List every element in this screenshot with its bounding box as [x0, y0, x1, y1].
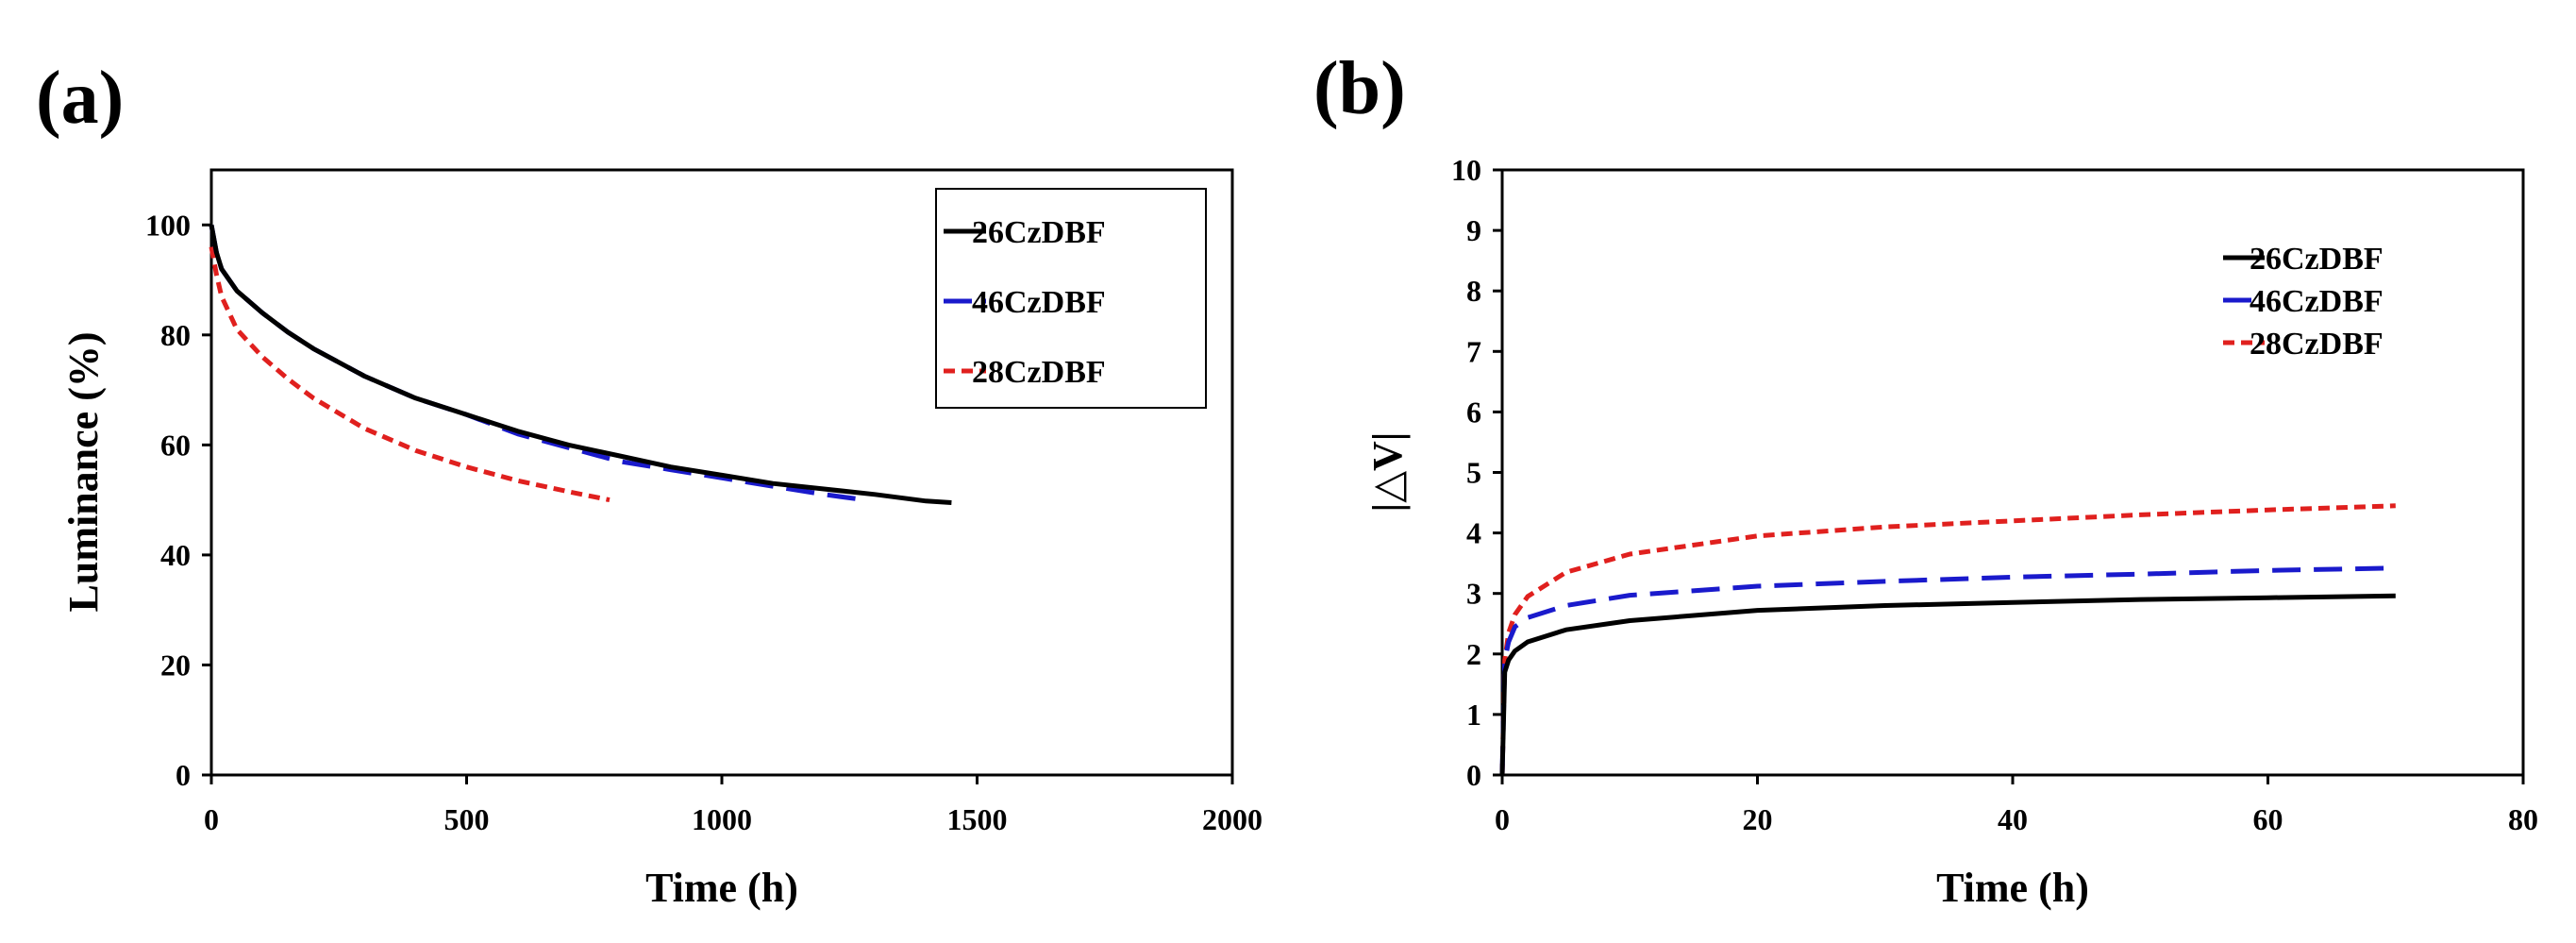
series-line-b-28CzDBF — [1499, 503, 2396, 776]
y-tick-label-b-5: 5 — [1466, 456, 1481, 490]
series-layer-a — [209, 224, 952, 505]
series-line-a-28CzDBF — [209, 246, 611, 503]
x-ticks-a: 0 500 1000 1500 2000 — [204, 775, 1263, 836]
y-tick-label-b-9: 9 — [1466, 213, 1481, 247]
y-axis-title-b: |△V| — [1364, 432, 1411, 513]
x-tick-label-b-4: 80 — [2508, 802, 2538, 836]
x-tick-label-b-1: 20 — [1743, 802, 1773, 836]
y-ticks-b: 0 1 2 3 4 5 6 7 8 9 10 — [1451, 153, 1502, 792]
x-tick-label-a-0: 0 — [204, 802, 219, 836]
legend-a: 26CzDBF 46CzDBF 28CzDBF — [935, 188, 1207, 409]
legend-label-b-2: 28CzDBF — [2250, 327, 2384, 362]
y-tick-label-b-0: 0 — [1466, 758, 1481, 792]
y-tick-label-b-3: 3 — [1466, 577, 1481, 611]
x-tick-label-b-0: 0 — [1495, 802, 1510, 836]
y-tick-label-b-1: 1 — [1466, 698, 1481, 732]
y-tick-label-b-4: 4 — [1466, 516, 1481, 550]
series-layer-b — [1499, 503, 2396, 776]
chart-b: (b) 0 1 2 3 4 5 6 7 8 9 10 0 20 40 60 80 Time (h) |△V|… — [1313, 47, 2538, 911]
legend-label-b-0: 26CzDBF — [2250, 242, 2384, 277]
x-tick-label-a-2: 1000 — [692, 802, 752, 836]
legend-label-a-0: 26CzDBF — [972, 215, 1106, 250]
y-ticks-a: 0 20 40 60 80 100 — [145, 208, 211, 792]
legend-label-a-1: 46CzDBF — [972, 285, 1106, 320]
series-line-b-26CzDBF — [1499, 593, 2396, 776]
y-tick-label-a-3: 60 — [160, 428, 191, 462]
legend-label-b-1: 46CzDBF — [2250, 284, 2384, 319]
x-tick-label-b-2: 40 — [1998, 802, 2028, 836]
series-line-a-26CzDBF — [209, 224, 952, 505]
series-line-b-46CzDBF — [1499, 565, 2396, 776]
legend-b: 26CzDBF 46CzDBF 28CzDBF — [2217, 231, 2493, 362]
y-tick-label-b-7: 7 — [1466, 334, 1481, 368]
y-tick-label-b-10: 10 — [1451, 153, 1481, 187]
y-tick-label-a-0: 0 — [176, 758, 191, 792]
x-tick-label-b-3: 60 — [2253, 802, 2283, 836]
x-tick-label-a-1: 500 — [444, 802, 490, 836]
x-tick-label-a-3: 1500 — [947, 802, 1008, 836]
x-axis-title-a: Time (h) — [645, 865, 798, 911]
series-line-a-46CzDBF — [209, 224, 865, 503]
panel-label-a: (a) — [36, 57, 124, 140]
panel-label-b: (b) — [1313, 47, 1406, 130]
y-tick-label-b-2: 2 — [1466, 637, 1481, 671]
x-axis-title-b: Time (h) — [1936, 865, 2089, 911]
x-tick-label-a-4: 2000 — [1202, 802, 1263, 836]
x-ticks-b: 0 20 40 60 80 — [1495, 775, 2538, 836]
y-tick-label-a-1: 20 — [160, 648, 191, 682]
legend-box-b — [2217, 231, 2493, 352]
y-axis-title-a: Luminance (%) — [60, 332, 107, 613]
y-tick-label-a-4: 80 — [160, 318, 191, 352]
y-tick-label-b-8: 8 — [1466, 274, 1481, 308]
y-tick-label-a-2: 40 — [160, 538, 191, 572]
legend-label-a-2: 28CzDBF — [972, 355, 1106, 390]
y-tick-label-a-5: 100 — [145, 208, 191, 242]
y-tick-label-b-6: 6 — [1466, 395, 1481, 429]
chart-a: (a) 0 20 40 60 80 100 0 500 1000 1500 2000 Time (… — [36, 57, 1263, 911]
